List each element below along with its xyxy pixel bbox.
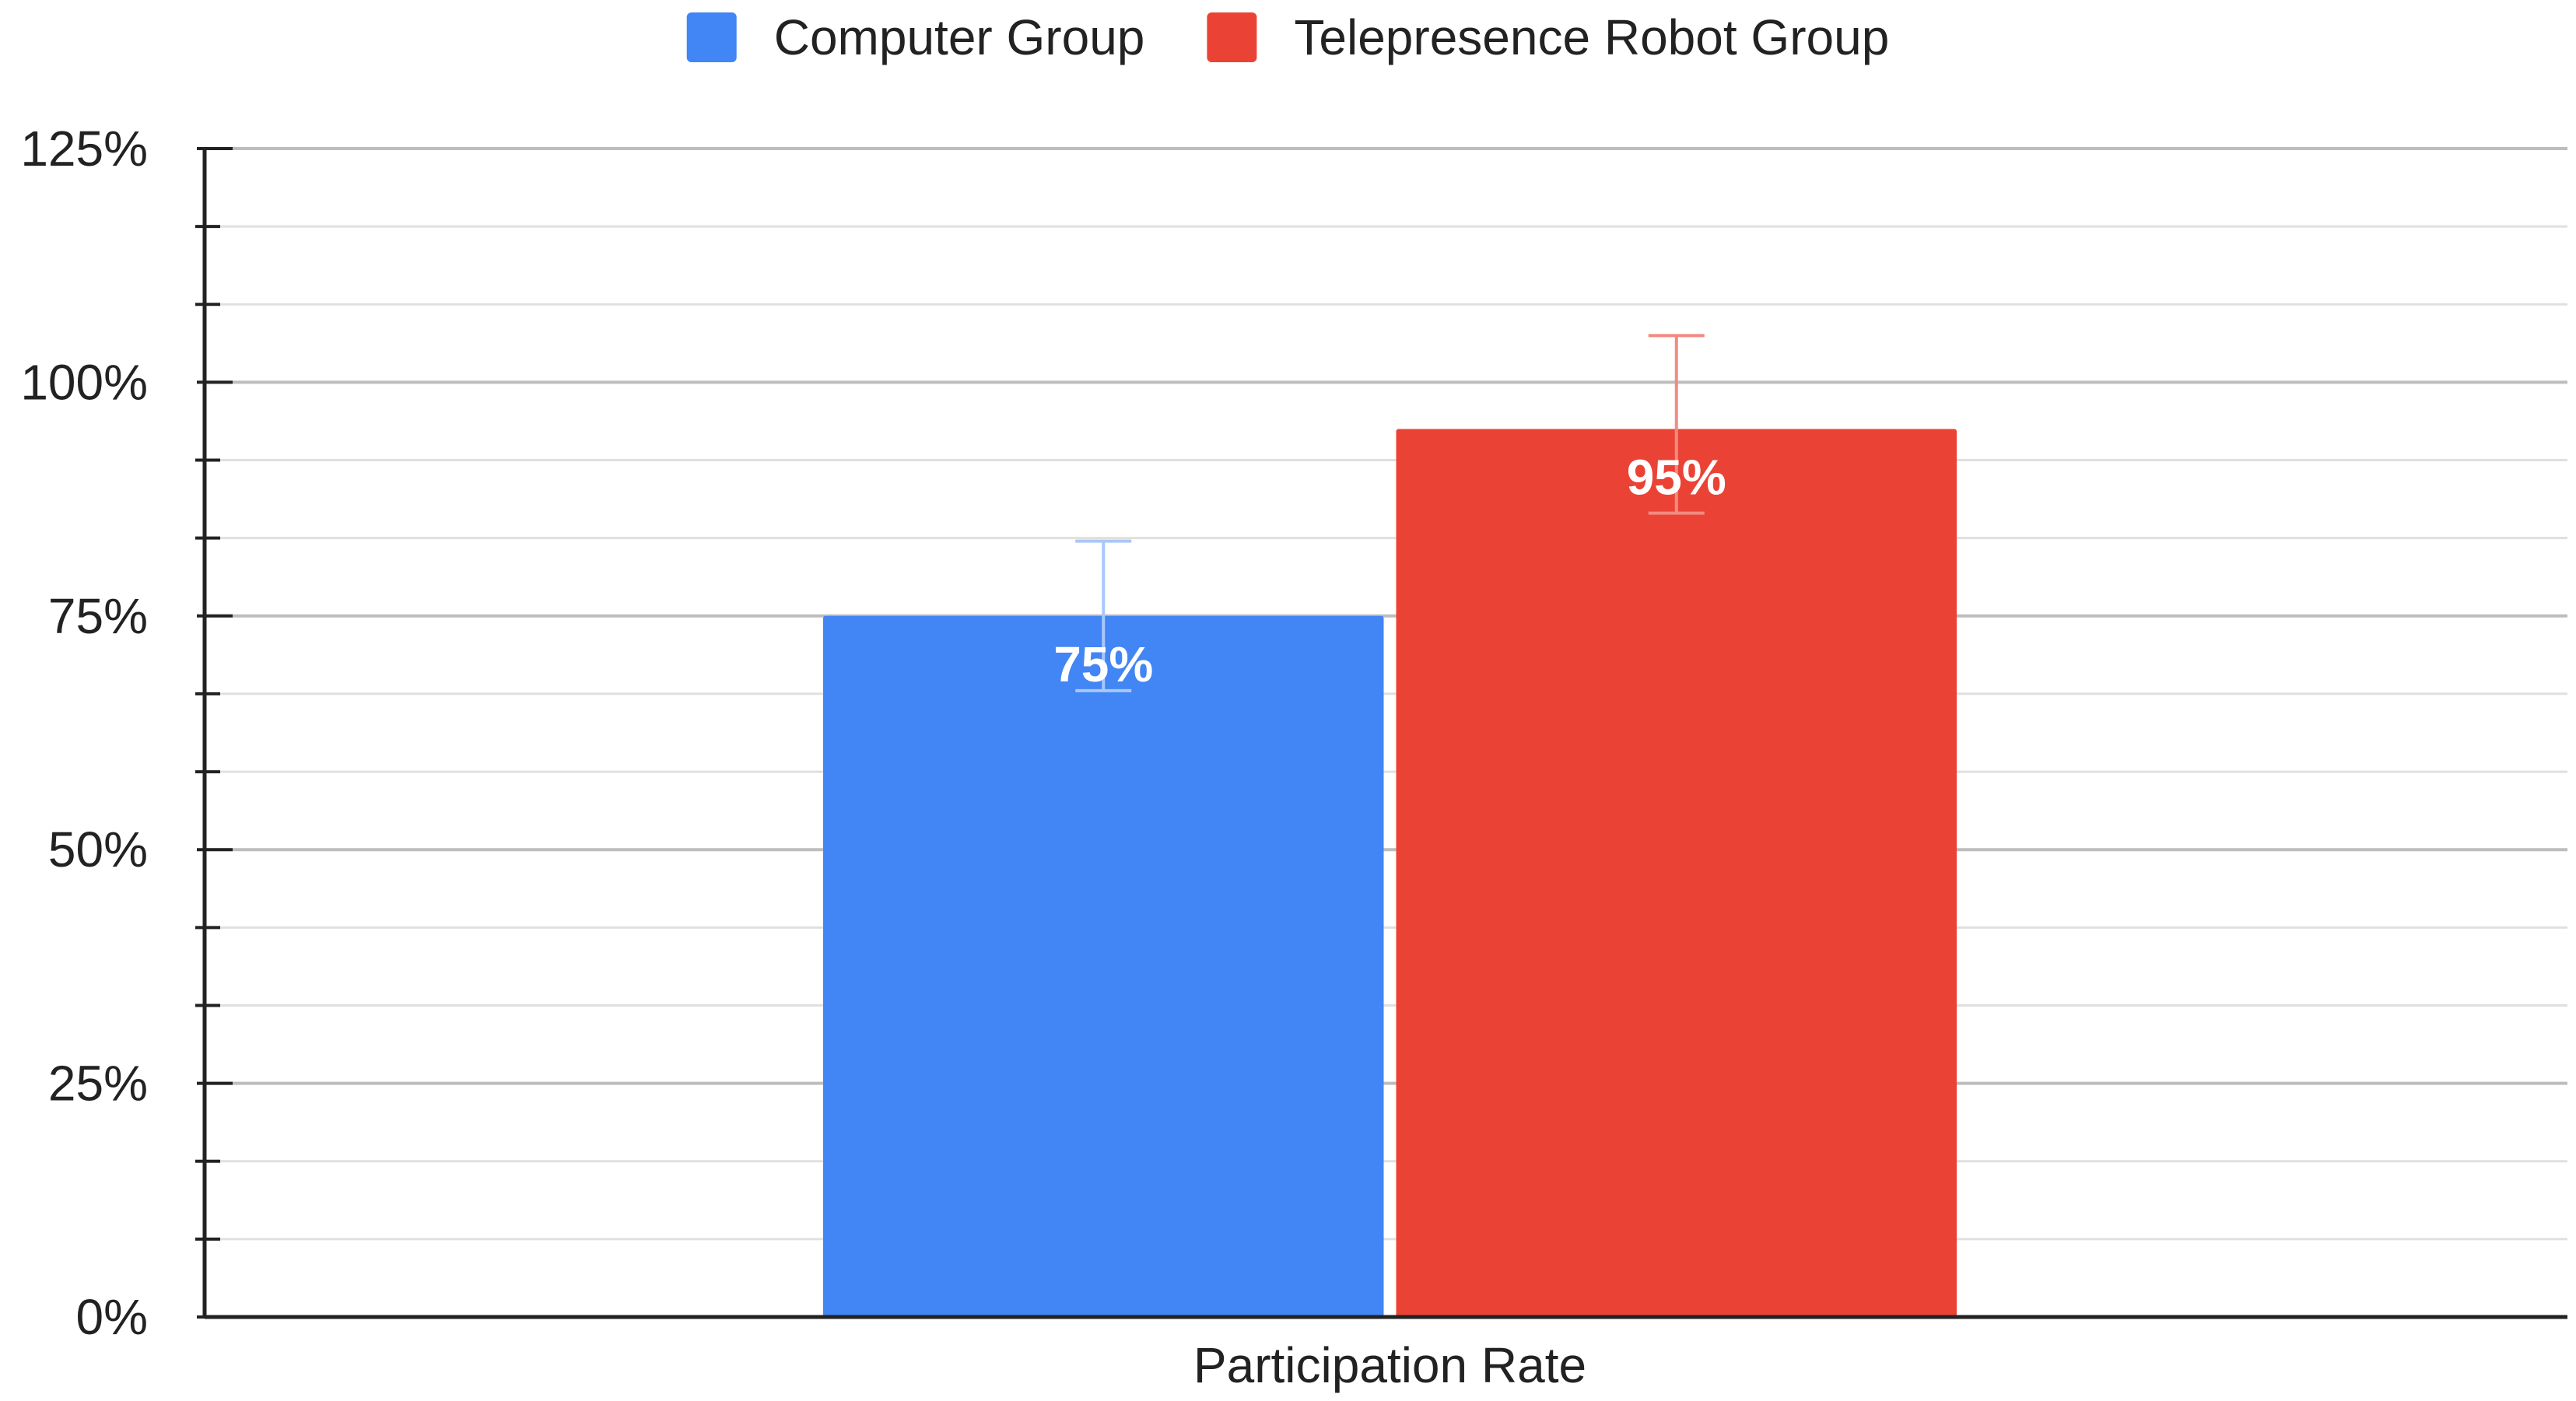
legend: Computer Group Telepresence Robot Group xyxy=(686,9,1889,65)
bar-computer-group xyxy=(823,615,1384,1317)
bar-telepresence-robot-group xyxy=(1396,429,1957,1317)
y-tick-label: 25% xyxy=(48,1056,148,1112)
data-label: 75% xyxy=(1053,636,1153,692)
error-bars xyxy=(1075,334,1705,692)
data-label: 95% xyxy=(1627,449,1726,505)
y-tick-label: 75% xyxy=(48,588,148,644)
legend-swatch xyxy=(1207,12,1257,62)
axes: 0% 25% 50% 75% 100% 125% Participation Rate xyxy=(20,121,2567,1393)
y-tick-label: 50% xyxy=(48,821,148,877)
legend-swatch xyxy=(686,12,737,62)
y-tick-label: 125% xyxy=(20,121,148,177)
x-category-label: Participation Rate xyxy=(1193,1337,1586,1393)
y-tick-label: 100% xyxy=(20,354,148,410)
data-labels: 75% 95% xyxy=(1053,449,1726,692)
gridlines xyxy=(205,147,2567,1241)
bars xyxy=(823,429,1957,1317)
y-tick-label: 0% xyxy=(76,1289,149,1345)
legend-label: Computer Group xyxy=(774,9,1145,65)
legend-label: Telepresence Robot Group xyxy=(1294,9,1889,65)
